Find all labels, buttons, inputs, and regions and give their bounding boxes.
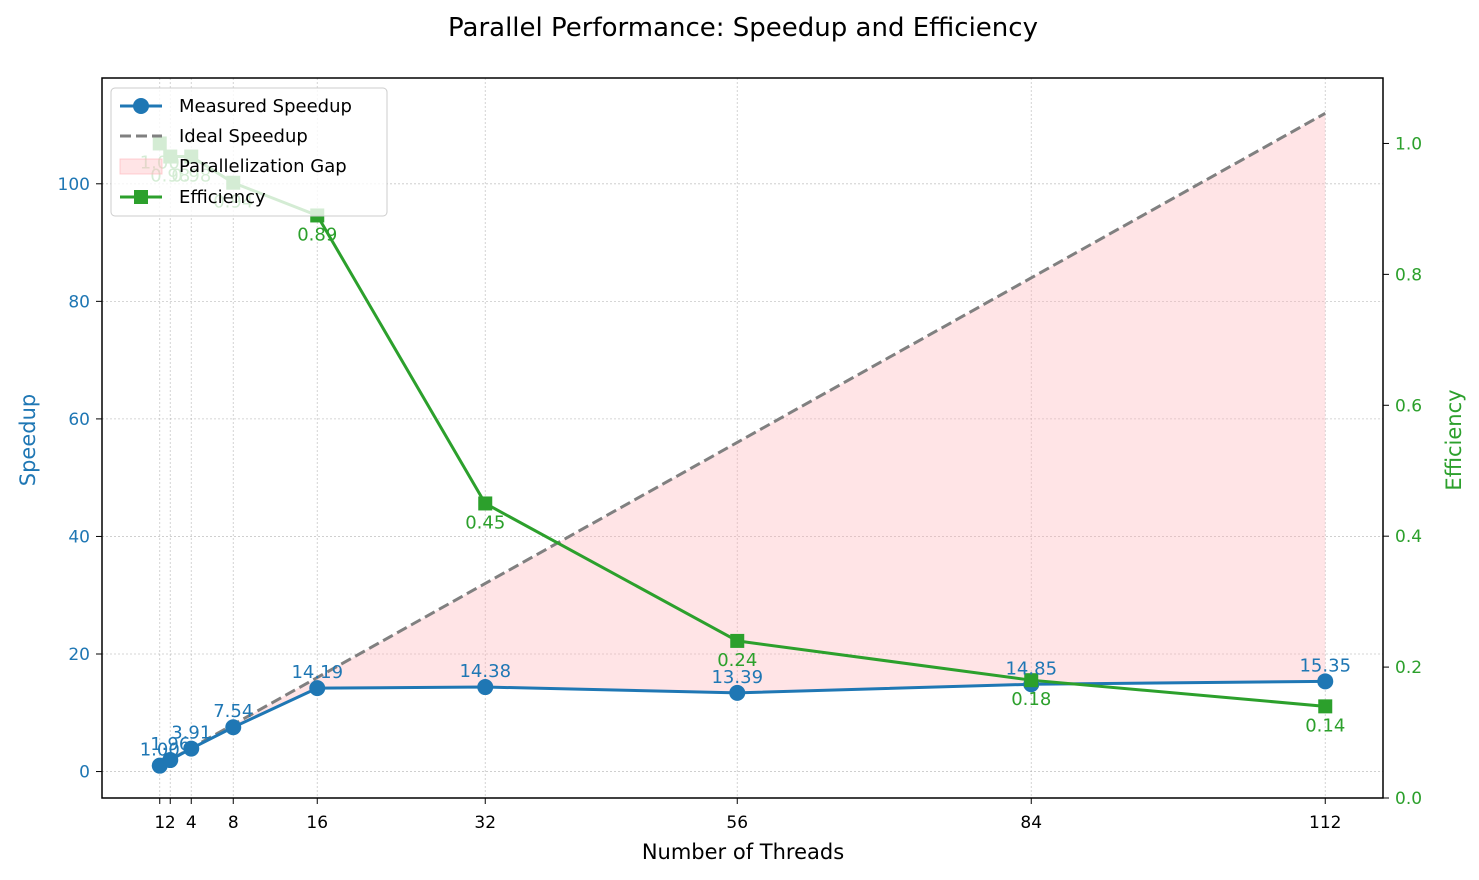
legend-label-efficiency: Efficiency	[179, 187, 266, 208]
measured-speedup-point	[162, 752, 179, 769]
axis-ticks: 1 2 4 8 16 32 56 84 112 0 20 40 60 80 100 0.0 0.2 0.4 0.6 0…	[58, 134, 1423, 833]
y2-tick-label: 0.2	[1395, 658, 1422, 678]
y2-tick-label: 1.0	[1395, 134, 1422, 154]
y2-tick-label: 0.4	[1395, 527, 1422, 547]
x-tick-label: 2	[165, 813, 176, 833]
measured-speedup-label: 15.35	[1299, 655, 1351, 676]
x-tick-label: 112	[1309, 813, 1341, 833]
legend-marker-efficiency	[134, 190, 148, 204]
x-tick-label: 16	[306, 813, 328, 833]
efficiency-point	[1318, 699, 1333, 714]
x-tick-label: 8	[228, 813, 239, 833]
x-tick-label: 4	[186, 813, 197, 833]
x-tick-label: 32	[474, 813, 496, 833]
measured-speedup-label: 7.54	[213, 701, 253, 722]
measured-speedup-point	[225, 719, 242, 736]
measured-speedup-label: 13.39	[711, 667, 763, 688]
plot-frame	[101, 77, 1384, 799]
legend-label-gap: Parallelization Gap	[179, 156, 347, 177]
y-tick-label: 60	[68, 410, 90, 430]
y-tick-label: 100	[58, 175, 90, 195]
legend: Measured Speedup Ideal Speedup Paralleli…	[110, 87, 388, 217]
y2-tick-label: 0.6	[1395, 396, 1422, 416]
y-tick-label: 40	[68, 527, 90, 547]
measured-speedup-label: 14.38	[459, 661, 511, 682]
x-tick-label: 56	[726, 813, 748, 833]
measured-speedup-point	[477, 679, 494, 696]
measured-speedup-point	[183, 740, 200, 757]
measured-speedup-label: 3.91	[171, 723, 211, 744]
efficiency-label: 0.24	[717, 650, 757, 671]
efficiency-point	[478, 496, 493, 511]
y2-tick-label: 0.0	[1395, 789, 1422, 809]
measured-speedup-label: 14.19	[291, 662, 343, 683]
x-axis-label: Number of Threads	[642, 840, 844, 864]
measured-speedup-point	[1317, 673, 1334, 690]
efficiency-label: 0.89	[297, 224, 337, 245]
legend-swatch-gap	[119, 158, 163, 175]
y-axis-label: Speedup	[16, 394, 40, 486]
legend-label-ideal: Ideal Speedup	[179, 126, 308, 147]
efficiency-label: 0.18	[1011, 689, 1051, 710]
x-tick-label: 1	[154, 813, 165, 833]
measured-speedup-label: 1.00	[140, 740, 180, 761]
measured-speedup-label: 1.96	[150, 734, 190, 755]
y2-tick-label: 0.8	[1395, 265, 1422, 285]
parallelization-gap-area	[159, 113, 1326, 766]
measured-speedup-label: 14.85	[1005, 658, 1057, 679]
y2-axis-label: Efficiency	[1442, 389, 1466, 490]
efficiency-point	[730, 633, 745, 648]
chart-title: Parallel Performance: Speedup and Effici…	[448, 13, 1038, 43]
y-tick-label: 20	[68, 645, 90, 665]
y-tick-label: 80	[68, 292, 90, 312]
efficiency-label: 0.14	[1305, 715, 1345, 736]
legend-box	[110, 87, 388, 217]
y-tick-label: 0	[79, 763, 90, 783]
x-tick-label: 84	[1020, 813, 1042, 833]
measured-speedup-point	[309, 680, 326, 697]
legend-label-measured: Measured Speedup	[179, 96, 352, 117]
measured-speedup-point	[729, 684, 746, 701]
gap-area	[159, 113, 1326, 766]
efficiency-label: 0.45	[465, 512, 505, 533]
legend-marker-measured	[133, 98, 149, 114]
efficiency-point	[1024, 673, 1039, 688]
